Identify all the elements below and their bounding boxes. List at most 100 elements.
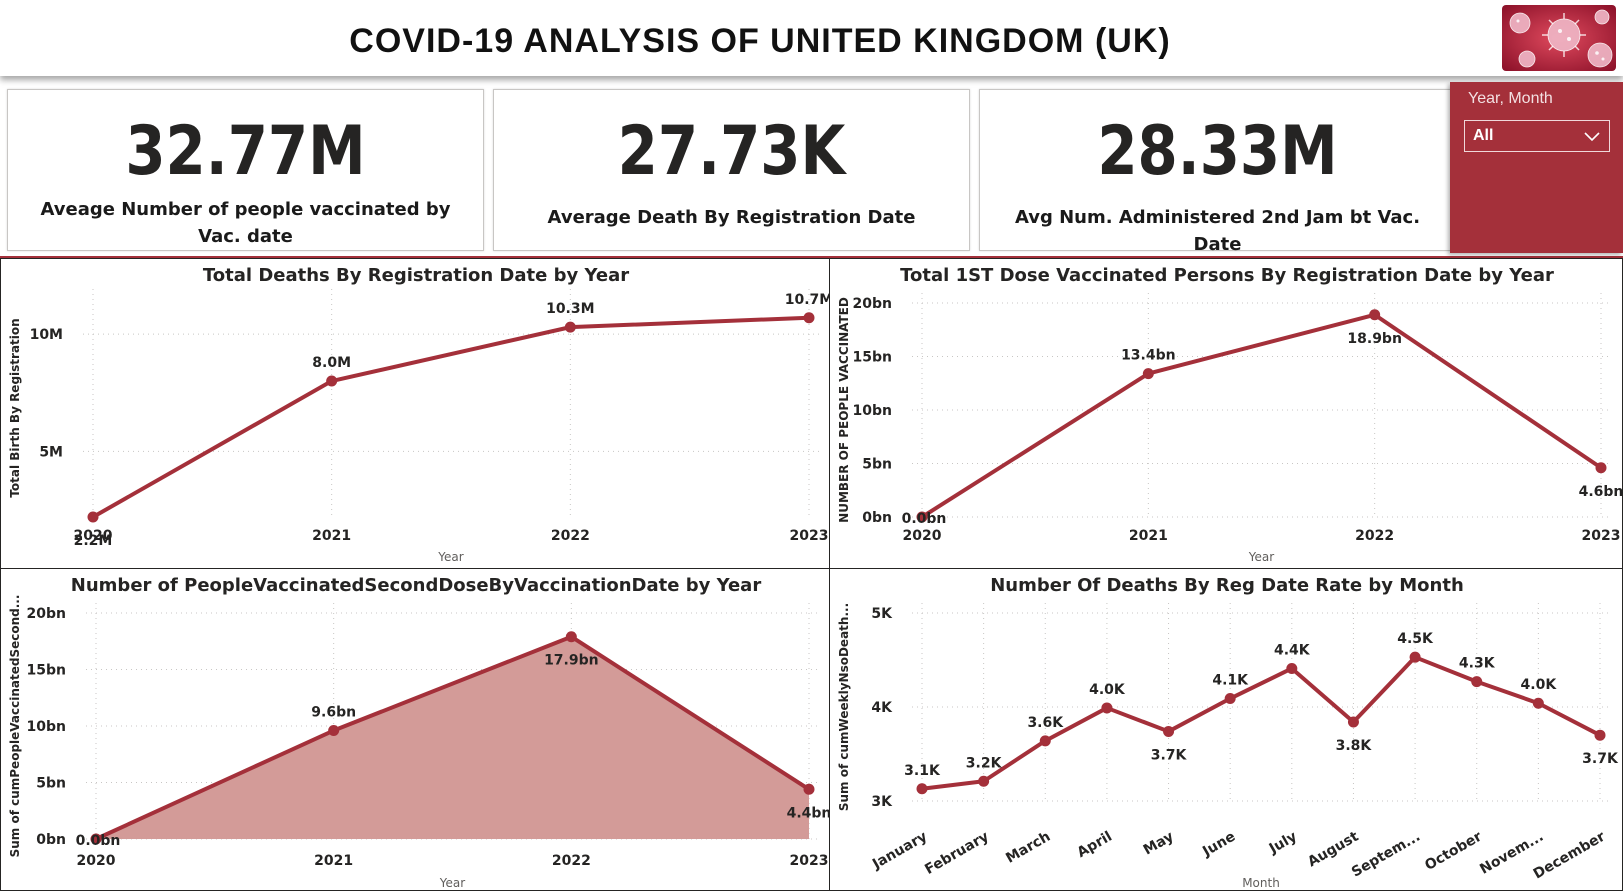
data-label: 10.7M bbox=[785, 292, 831, 308]
x-tick-label: 2021 bbox=[314, 853, 353, 869]
y-tick-label: 15bn bbox=[27, 663, 66, 679]
x-tick-label: 2020 bbox=[77, 853, 116, 869]
y-tick-label: 0bn bbox=[36, 832, 66, 848]
data-point bbox=[978, 775, 990, 787]
x-tick-label: 2022 bbox=[552, 853, 591, 869]
chevron-down-icon[interactable] bbox=[1583, 129, 1601, 143]
slicer-title: Year, Month bbox=[1468, 90, 1553, 107]
chart-title: Number of PeopleVaccinatedSecondDoseByVa… bbox=[71, 575, 762, 596]
kpi-value: 27.73K bbox=[617, 112, 846, 191]
x-tick-label: July bbox=[1266, 829, 1300, 858]
series-line bbox=[921, 655, 1601, 791]
x-axis-title: Year bbox=[1248, 550, 1274, 564]
data-label: 4.3K bbox=[1459, 656, 1496, 672]
chart-deaths-by-month: Number Of Deaths By Reg Date Rate by Mon… bbox=[837, 575, 1619, 890]
slicer-dropdown[interactable]: All bbox=[1464, 120, 1610, 152]
x-tick-label: June bbox=[1199, 829, 1238, 861]
y-tick-label: 15bn bbox=[853, 350, 892, 366]
y-axis-title: Sum of cumPeopleVaccinatedSecond... bbox=[8, 595, 22, 858]
data-point bbox=[916, 783, 928, 795]
page-title: COVID-19 ANALYSIS OF UNITED KINGDOM (UK) bbox=[349, 22, 1171, 60]
data-label: 4.0K bbox=[1089, 682, 1126, 698]
data-label: 0.0bn bbox=[76, 833, 121, 849]
data-label: 3.6K bbox=[1027, 715, 1064, 731]
y-tick-label: 10M bbox=[30, 327, 63, 343]
data-point bbox=[565, 631, 577, 643]
x-tick-label: 2021 bbox=[312, 528, 351, 544]
data-label: 4.5K bbox=[1397, 631, 1434, 647]
chart-panel-deaths-by-year: Total Deaths By Registration Date by Yea… bbox=[0, 258, 831, 569]
y-tick-label: 10bn bbox=[27, 719, 66, 735]
y-tick-label: 4K bbox=[871, 700, 893, 716]
data-point bbox=[328, 725, 340, 737]
data-label: 10.3M bbox=[546, 301, 594, 317]
chart-title: Total Deaths By Registration Date by Yea… bbox=[203, 265, 629, 286]
x-tick-label: January bbox=[869, 829, 930, 873]
data-point bbox=[1347, 716, 1359, 728]
x-axis-title: Month bbox=[1242, 876, 1280, 890]
section-divider bbox=[0, 256, 1623, 258]
x-tick-label: 2023 bbox=[790, 853, 829, 869]
data-label: 4.0K bbox=[1521, 677, 1558, 693]
data-point bbox=[564, 321, 576, 333]
kpi-card-second-dose: 28.33M Avg Num. Administered 2nd Jam bt … bbox=[979, 89, 1456, 255]
data-label: 9.6bn bbox=[311, 705, 356, 721]
y-tick-label: 5K bbox=[871, 606, 893, 622]
data-point bbox=[1594, 729, 1606, 741]
x-axis-title: Year bbox=[437, 550, 463, 564]
data-label: 4.6bn bbox=[1579, 484, 1623, 500]
y-axis-title: Sum of cumWeeklyNsoDeath... bbox=[837, 603, 851, 811]
data-point bbox=[1286, 662, 1298, 674]
data-label: 3.8K bbox=[1336, 738, 1373, 754]
chart-panel-deaths-by-month: Number Of Deaths By Reg Date Rate by Mon… bbox=[829, 568, 1623, 891]
x-tick-label: Septem... bbox=[1349, 829, 1423, 881]
year-month-slicer: Year, Month All bbox=[1450, 82, 1623, 253]
data-label: 13.4bn bbox=[1121, 348, 1176, 364]
chart-title: Total 1ST Dose Vaccinated Persons By Reg… bbox=[900, 265, 1554, 286]
chart-panel-second-dose: Number of PeopleVaccinatedSecondDoseByVa… bbox=[0, 568, 831, 891]
data-point bbox=[1163, 725, 1175, 737]
slicer-selected-value: All bbox=[1473, 127, 1494, 144]
x-tick-label: 2020 bbox=[903, 528, 942, 544]
kpi-card-deaths: 27.73K Average Death By Registration Dat… bbox=[493, 89, 970, 251]
y-tick-label: 20bn bbox=[853, 296, 892, 312]
data-point bbox=[803, 312, 815, 324]
y-tick-label: 0bn bbox=[862, 510, 892, 526]
data-point bbox=[1369, 309, 1381, 321]
x-tick-label: 2022 bbox=[1355, 528, 1394, 544]
kpi-label: Avg Num. Administered 2nd Jam bt Vac. Da… bbox=[1014, 207, 1421, 255]
data-label: 3.7K bbox=[1151, 747, 1188, 763]
data-point bbox=[1101, 702, 1113, 714]
x-tick-label: 2020 bbox=[74, 528, 113, 544]
data-point bbox=[1039, 735, 1051, 747]
data-label: 8.0M bbox=[312, 355, 351, 371]
chart-title: Number Of Deaths By Reg Date Rate by Mon… bbox=[990, 575, 1464, 596]
data-point bbox=[1409, 651, 1421, 663]
data-point bbox=[1142, 368, 1154, 380]
kpi-label: Aveage Number of people vaccinated by Va… bbox=[40, 199, 451, 247]
x-axis-title: Year bbox=[439, 876, 465, 890]
kpi-value: 28.33M bbox=[1097, 112, 1338, 191]
data-label: 3.7K bbox=[1582, 751, 1619, 767]
data-point bbox=[1595, 462, 1607, 474]
data-label: 0.0bn bbox=[902, 511, 947, 527]
chart-panel-first-dose: Total 1ST Dose Vaccinated Persons By Reg… bbox=[829, 258, 1623, 569]
data-point bbox=[1532, 697, 1544, 709]
data-label: 4.4K bbox=[1274, 642, 1311, 658]
data-label: 17.9bn bbox=[544, 653, 599, 669]
y-tick-label: 3K bbox=[871, 794, 893, 810]
series-line bbox=[920, 312, 1603, 519]
y-axis-title: Total Birth By Registration bbox=[8, 318, 22, 497]
series-area bbox=[96, 636, 809, 839]
chart-second-dose-by-year: Number of PeopleVaccinatedSecondDoseByVa… bbox=[8, 575, 831, 890]
chart-deaths-by-year: Total Deaths By Registration Date by Yea… bbox=[8, 265, 831, 564]
data-point bbox=[803, 783, 815, 795]
x-tick-label: April bbox=[1075, 829, 1115, 862]
x-tick-label: May bbox=[1141, 829, 1177, 859]
x-tick-label: March bbox=[1003, 829, 1053, 867]
series-line bbox=[95, 634, 811, 841]
y-axis-title: NUMBER OF PEOPLE VACCINATED bbox=[837, 297, 851, 523]
data-point bbox=[90, 833, 102, 845]
data-label: 4.1K bbox=[1212, 673, 1249, 689]
series-line bbox=[92, 315, 810, 519]
